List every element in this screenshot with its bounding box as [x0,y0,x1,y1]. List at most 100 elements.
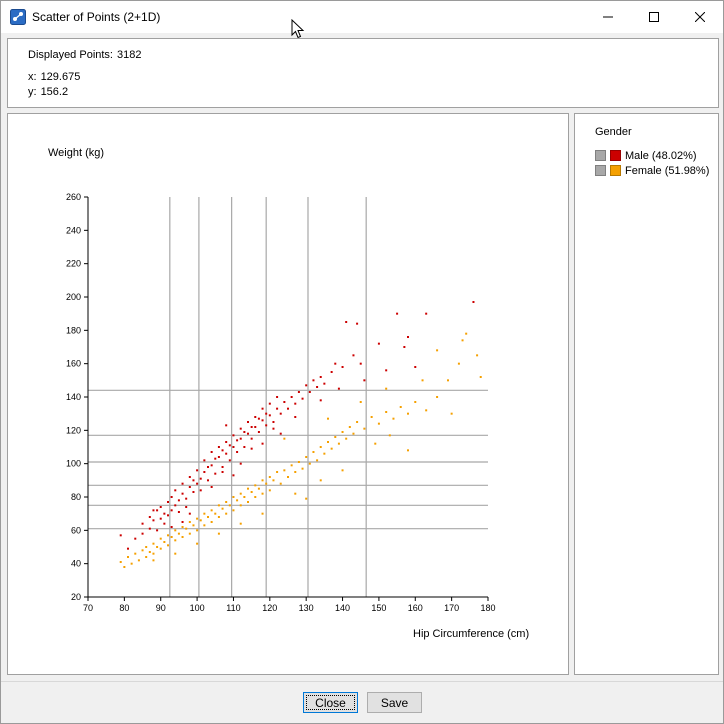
data-point-1-2 [127,556,129,558]
data-point-1-45 [236,499,239,502]
y-tick-label-7: 160 [66,359,81,369]
data-point-1-43 [232,496,235,498]
data-point-0-66 [261,419,264,422]
x-tick-label-5: 120 [262,603,277,613]
data-point-1-58 [268,476,271,478]
data-point-1-47 [239,504,242,507]
data-point-0-8 [156,529,159,532]
data-point-1-41 [225,512,228,515]
plot-panel[interactable]: Weight (kg) Hip Circumference (cm) 70 80 9… [7,113,569,675]
data-point-1-35 [210,521,213,523]
data-point-0-29 [192,479,195,482]
data-point-0-27 [188,476,191,478]
data-point-1-67 [297,461,300,463]
data-point-1-52 [254,484,257,487]
data-point-1-105 [319,479,322,482]
data-point-0-71 [268,402,271,405]
data-point-0-83 [308,391,311,393]
data-point-0-11 [159,506,162,508]
data-point-0-14 [167,501,169,503]
data-point-1-50 [247,501,249,503]
maximize-button[interactable] [631,1,677,33]
scatter-plot[interactable]: Weight (kg) Hip Circumference (cm) 70 80 9… [8,114,568,674]
data-point-1-44 [232,509,235,512]
data-point-1-3 [130,562,133,565]
data-point-1-1 [123,566,126,568]
data-point-0-0 [119,534,122,537]
data-point-1-38 [217,516,220,518]
data-point-1-21 [177,532,180,535]
data-point-1-40 [225,501,228,503]
data-point-0-109 [279,432,282,435]
data-point-1-104 [341,469,344,472]
legend-checkbox-female[interactable] [595,165,606,176]
data-point-0-21 [177,511,180,513]
data-point-1-20 [174,539,177,542]
data-point-1-82 [352,432,355,435]
data-point-0-48 [228,459,231,462]
data-point-1-25 [188,521,191,523]
legend-item-female[interactable]: Female (51.98%) [595,164,709,177]
data-point-0-70 [268,414,271,417]
data-point-0-57 [243,431,246,433]
data-point-0-54 [239,437,242,440]
data-point-1-66 [294,471,297,473]
y-tick-label-4: 100 [66,459,81,469]
data-point-0-76 [283,401,286,403]
y-tick-label-12: 260 [66,192,81,202]
data-point-0-111 [181,521,184,523]
data-point-1-34 [210,509,213,512]
data-point-1-33 [207,516,209,518]
data-point-0-39 [210,451,213,453]
button-bar: Close Save [1,681,723,723]
data-point-0-34 [203,471,206,473]
y-tick-label-11: 240 [66,225,81,235]
data-point-1-28 [196,517,199,520]
data-point-1-93 [436,396,439,398]
data-point-1-102 [374,442,377,445]
data-point-0-22 [181,492,184,495]
data-point-1-48 [243,496,246,498]
x-tick-label-0: 70 [83,603,93,613]
data-point-0-35 [203,459,206,462]
data-point-1-59 [268,489,271,492]
data-point-0-86 [319,376,322,378]
legend-label-female: Female (51.98%) [625,164,710,177]
data-point-0-15 [167,514,169,517]
data-point-0-16 [170,509,173,512]
legend-swatch-male [610,150,621,161]
data-point-1-84 [363,427,366,430]
data-point-1-64 [287,476,289,478]
legend-checkbox-male[interactable] [595,150,606,161]
title-bar[interactable]: Scatter of Points (2+1D) [1,1,723,39]
minimize-button[interactable] [585,1,631,33]
data-point-1-27 [192,524,195,527]
data-point-0-7 [152,519,155,522]
data-point-1-6 [141,549,144,552]
data-point-1-78 [337,442,340,445]
close-window-button[interactable] [677,1,723,33]
data-point-0-52 [236,451,239,453]
data-point-0-107 [239,462,242,465]
data-point-0-23 [181,482,184,485]
data-point-1-92 [425,409,428,412]
data-point-1-23 [181,536,184,538]
data-point-1-9 [148,551,151,553]
close-button[interactable]: Close [303,692,358,713]
y-coordinate-label: y: [28,86,37,98]
data-point-0-30 [196,482,199,485]
data-point-1-14 [159,547,162,550]
data-point-1-60 [272,479,275,482]
data-point-0-116 [337,387,340,390]
x-tick-label-10: 170 [444,603,459,613]
data-point-1-69 [305,456,308,458]
displayed-points-row: Displayed Points: 3182 [28,49,141,61]
data-point-1-119 [461,339,464,342]
data-point-1-115 [359,401,362,403]
data-point-1-95 [457,362,460,365]
data-point-0-47 [225,441,228,443]
save-button[interactable]: Save [367,692,422,713]
data-point-0-56 [243,446,246,448]
legend-item-male[interactable]: Male (48.02%) [595,149,697,162]
data-point-0-60 [250,437,253,440]
